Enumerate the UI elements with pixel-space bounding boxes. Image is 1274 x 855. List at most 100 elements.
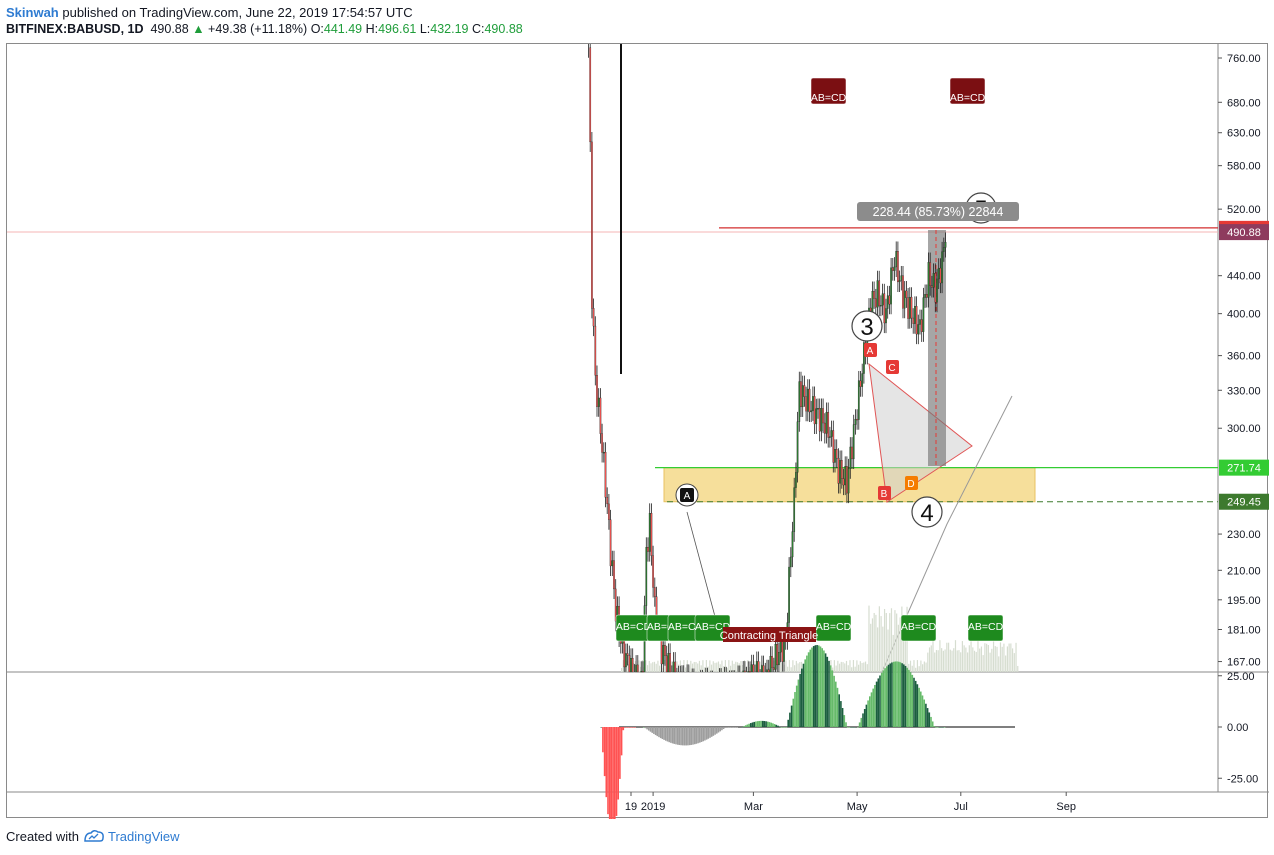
tradingview-brand[interactable]: TradingView (108, 829, 180, 844)
osc-bar (709, 727, 711, 738)
volume-bar (854, 666, 856, 672)
volume-bar (640, 666, 642, 672)
volume-bar (904, 617, 906, 672)
osc-bar (772, 723, 774, 727)
osc-bar (891, 662, 893, 727)
price-tick-label: 230.00 (1227, 529, 1261, 541)
chart-canvas[interactable]: 760.00 680.00 630.00 580.00 520.00 440.00 400.… (7, 44, 1269, 837)
abcd-pattern-box[interactable] (949, 77, 986, 105)
osc-bar (897, 661, 900, 727)
osc-bar (852, 727, 854, 728)
volume-bar (657, 660, 659, 672)
candle-body (599, 397, 602, 434)
osc-bar (619, 727, 621, 779)
osc-bar (925, 703, 927, 727)
candle-body (937, 267, 940, 280)
osc-bar (802, 663, 805, 727)
abcd-pattern-box[interactable] (967, 614, 1004, 642)
volume-bar (849, 660, 851, 672)
osc-bar (736, 727, 738, 728)
osc-bar (716, 727, 718, 734)
osc-bar (942, 727, 944, 728)
abcd-pattern-label: AB=CD (816, 621, 852, 633)
wave-marker[interactable] (911, 496, 943, 528)
osc-bar (617, 727, 619, 800)
price-tag-label: 249.45 (1227, 497, 1261, 509)
time-tick-label: Jul (954, 801, 968, 813)
volume-bar (889, 613, 891, 672)
triangle-pattern[interactable] (868, 362, 973, 503)
osc-bar (625, 727, 628, 728)
volume-bar (698, 660, 701, 672)
osc-bar (744, 725, 747, 727)
osc-bar (777, 725, 779, 727)
point-marker[interactable] (905, 476, 918, 490)
volume-bar (951, 650, 953, 672)
triangle-label-box[interactable] (723, 627, 816, 642)
osc-bar (797, 679, 800, 727)
measure-label-box[interactable] (857, 202, 1019, 221)
osc-bar (605, 727, 608, 798)
volume-bar (719, 664, 721, 672)
volume-bar (840, 661, 842, 672)
volume-bar (887, 629, 889, 672)
osc-bar (845, 722, 847, 727)
measure-label: 228.44 (85.73%) 22844 (873, 205, 1004, 219)
osc-bar (833, 675, 835, 727)
point-marker[interactable] (864, 343, 877, 357)
osc-bar (600, 727, 602, 728)
wave-label: 3 (860, 314, 873, 341)
volume-bar (991, 648, 993, 672)
volume-bar (908, 663, 910, 672)
volume-bar (916, 660, 919, 672)
abcd-pattern-box[interactable] (900, 614, 937, 642)
osc-bar (624, 727, 626, 728)
osc-bar (829, 665, 832, 727)
oscillator-pane (600, 645, 1015, 834)
osc-bar (899, 662, 902, 727)
candle-body (597, 397, 600, 407)
volume-bar (883, 608, 886, 672)
candle-body (832, 430, 835, 463)
volume-bar (723, 666, 725, 672)
volume-bar (934, 652, 936, 672)
osc-bar (789, 712, 791, 727)
volume-bar (927, 652, 929, 672)
volume-bar (918, 666, 920, 672)
author-link[interactable]: Skinwah (6, 5, 59, 20)
candle-body (596, 375, 598, 407)
annotations: 345AABCD228.44 (85.73%) 22844AB=CDAB=CDA… (615, 77, 1269, 642)
price-tag (1219, 224, 1269, 241)
candle-body (839, 460, 841, 484)
point-marker[interactable] (878, 486, 891, 500)
wave-marker[interactable] (851, 310, 883, 342)
volume-bar (676, 661, 678, 672)
abcd-pattern-label: AB=CD (901, 621, 937, 633)
volume-bar (878, 606, 880, 672)
osc-bar (666, 727, 669, 742)
point-marker[interactable] (886, 360, 899, 374)
volume-bar (735, 661, 737, 672)
volume-bar (911, 665, 913, 672)
abcd-pattern-box[interactable] (810, 77, 847, 105)
support-zone[interactable] (663, 467, 1036, 503)
wave-label: 4 (920, 500, 933, 527)
candle-body (672, 661, 675, 673)
osc-bar (765, 721, 767, 727)
volume-bar (935, 650, 938, 672)
osc-bar (610, 727, 613, 833)
tradingview-logo-icon (83, 829, 104, 842)
volume-bar (885, 612, 887, 672)
point-label: C (888, 363, 895, 374)
measure-box[interactable] (928, 230, 946, 466)
volume-bar (897, 624, 899, 672)
abcd-pattern-label: AB=CD (616, 621, 652, 633)
point-marker[interactable] (680, 488, 694, 502)
volume-bar (621, 668, 623, 672)
volume-bar (697, 663, 699, 672)
chart-container[interactable]: 760.00 680.00 630.00 580.00 520.00 440.00 400.… (6, 43, 1269, 837)
osc-bar (760, 720, 762, 727)
osc-bar (682, 727, 684, 746)
volume-bar (838, 663, 841, 672)
osc-bar (921, 695, 924, 727)
